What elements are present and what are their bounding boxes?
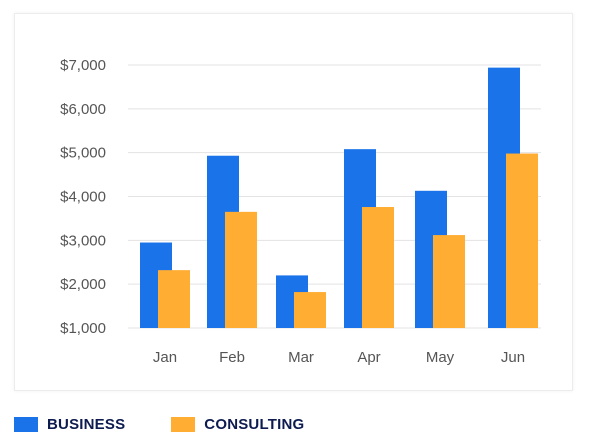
x-tick-label: Feb: [219, 349, 245, 366]
y-tick-label: $5,000: [60, 145, 106, 162]
legend-item-consulting[interactable]: CONSULTING: [171, 416, 304, 433]
x-tick-label: Apr: [357, 349, 380, 366]
bar-consulting-jan[interactable]: [158, 270, 190, 328]
bar-consulting-mar[interactable]: [294, 292, 326, 328]
x-tick-label: May: [426, 349, 455, 366]
bars: [140, 67, 538, 328]
legend: BUSINESS CONSULTING: [14, 416, 350, 433]
legend-swatch-business: [14, 417, 38, 432]
x-tick-label: Mar: [288, 349, 314, 366]
bar-consulting-may[interactable]: [433, 235, 465, 328]
y-tick-label: $6,000: [60, 101, 106, 118]
bar-consulting-jun[interactable]: [506, 153, 538, 328]
legend-label-consulting: CONSULTING: [204, 416, 305, 433]
y-tick-label: $3,000: [60, 232, 106, 249]
y-tick-label: $2,000: [60, 276, 106, 293]
x-axis-ticks: Jan Feb Mar Apr May Jun: [153, 349, 525, 366]
gridlines: [128, 64, 541, 329]
y-tick-label: $7,000: [60, 57, 106, 74]
bar-consulting-feb[interactable]: [225, 211, 257, 328]
legend-label-business: BUSINESS: [47, 416, 126, 433]
bar-consulting-apr[interactable]: [362, 207, 394, 328]
y-tick-label: $4,000: [60, 189, 106, 206]
x-tick-label: Jan: [153, 349, 177, 366]
y-tick-label: $1,000: [60, 320, 106, 337]
y-axis-ticks: $1,000 $2,000 $3,000 $4,000 $5,000 $6,000 $7,0…: [60, 57, 106, 337]
x-tick-label: Jun: [501, 349, 525, 366]
legend-item-business[interactable]: BUSINESS: [14, 416, 125, 433]
legend-swatch-consulting: [171, 417, 196, 432]
